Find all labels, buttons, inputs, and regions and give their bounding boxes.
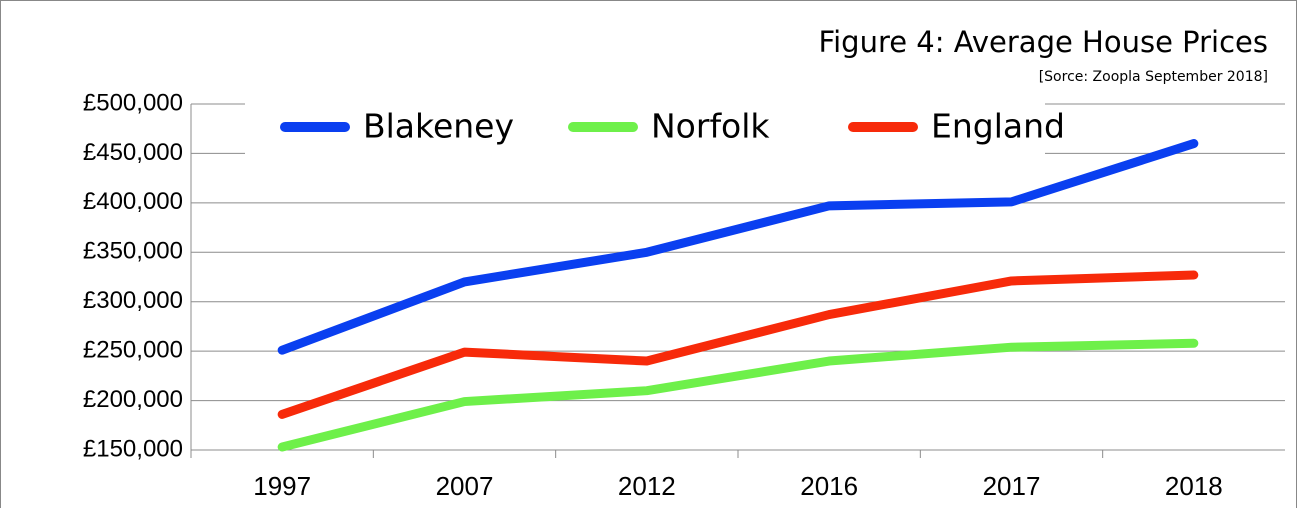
x-tick-label: 2017 [983, 471, 1041, 501]
x-tick-label: 1997 [253, 471, 311, 501]
x-tick-label: 2016 [800, 471, 858, 501]
x-tick-label: 2018 [1165, 471, 1223, 501]
y-tick-label: £450,000 [83, 139, 183, 166]
series-line [277, 139, 1199, 355]
chart-title: Figure 4: Average House Prices [819, 25, 1268, 59]
x-tick-label: 2012 [618, 471, 676, 501]
x-tick-label: 2007 [436, 471, 494, 501]
legend-label: Norfolk [651, 107, 770, 146]
y-tick-label: £400,000 [83, 188, 183, 215]
y-tick-label: £350,000 [83, 238, 183, 265]
y-tick-label: £150,000 [83, 435, 183, 462]
legend-label: England [931, 107, 1065, 146]
series-line [277, 338, 1199, 452]
y-tick-label: £300,000 [83, 287, 183, 314]
y-tick-label: £200,000 [83, 386, 183, 413]
chart-subtitle: [Sorce: Zoopla September 2018] [1039, 69, 1268, 85]
y-tick-label: £500,000 [83, 89, 183, 116]
legend-label: Blakeney [363, 107, 514, 146]
y-tick-label: £250,000 [83, 336, 183, 363]
series-line [277, 270, 1199, 419]
